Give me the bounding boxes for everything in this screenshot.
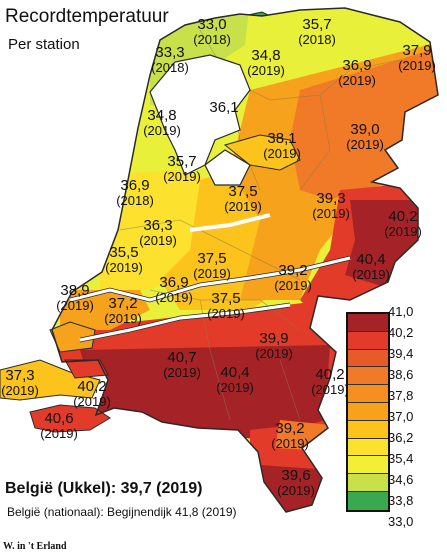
flevoland	[223, 134, 301, 171]
zone-orange-zeeland-north	[60, 290, 150, 330]
station-label: 36,9 (2018)	[116, 177, 154, 208]
legend-swatch	[348, 438, 388, 457]
rivers	[69, 213, 351, 342]
station-label: 37,5 (2019)	[224, 183, 262, 214]
legend-swatch	[348, 385, 388, 403]
zeeland	[0, 321, 111, 433]
station-label: 33,3 (2018)	[151, 44, 189, 75]
legend-label: 35,4	[388, 451, 414, 466]
station-label: 37,3 (2019)	[1, 367, 39, 398]
station-label: 35,7 (2018)	[298, 16, 336, 47]
belgium-ukkel-record: België (Ukkel): 39,7 (2019)	[5, 480, 203, 497]
legend-swatch	[348, 491, 388, 510]
legend-labels: 41,0 40,2 39,4 38,6 37,8 37,0 36,2 35,4 …	[388, 304, 446, 534]
legend-label: 34,6	[388, 472, 414, 487]
legend-label: 36,2	[388, 430, 414, 445]
station-label: 34,8 (2019)	[143, 107, 181, 138]
map-subtitle: Per station	[8, 36, 80, 53]
markermeer	[204, 149, 251, 186]
legend-label: 40,2	[388, 325, 414, 340]
station-label: 35,7 (2019)	[163, 153, 201, 184]
station-label: 33,0 (2018)	[193, 16, 231, 47]
legend-swatch	[348, 331, 388, 350]
station-label: 36,9 (2019)	[155, 274, 193, 305]
color-legend	[346, 312, 390, 512]
station-label: 39,9 (2019)	[255, 330, 293, 361]
legend-label: 37,8	[388, 388, 414, 403]
station-label: 35,5 (2019)	[105, 244, 143, 275]
station-label: 40,2 (2019)	[311, 366, 349, 397]
station-label: 36,1	[209, 99, 239, 116]
legend-swatch	[348, 314, 388, 332]
station-label: 37,2 (2019)	[104, 295, 142, 326]
station-label: 34,8 (2019)	[247, 47, 285, 78]
station-label: 40,2 (2019)	[384, 208, 422, 239]
legend-label: 33,0	[388, 514, 414, 529]
legend-swatch	[348, 402, 388, 421]
station-label: 36,3 (2019)	[139, 217, 177, 248]
author-credit: W. in 't Erland	[3, 541, 67, 552]
river-banks	[69, 255, 351, 343]
station-label: 38,9 (2019)	[56, 282, 94, 313]
legend-label: 38,6	[388, 367, 414, 382]
station-label: 39,2 (2019)	[271, 420, 309, 451]
station-label: 40,6 (2019)	[40, 410, 78, 441]
legend-label: 37,0	[388, 409, 414, 424]
legend-swatch	[348, 349, 388, 368]
station-label: 37,5 (2019)	[207, 290, 245, 321]
zone-orange-limburg-north	[275, 420, 330, 450]
station-label: 36,9 (2019)	[338, 57, 376, 88]
legend-label: 39,4	[388, 346, 414, 361]
station-label: 40,4 (2019)	[352, 251, 390, 282]
belgium-national-record: België (nationaal): Begijnendijk 41,8 (2…	[7, 505, 237, 519]
station-label: 39,6 (2019)	[277, 467, 315, 498]
legend-label: 33,8	[388, 493, 414, 508]
station-label: 37,5 (2019)	[193, 250, 231, 281]
station-label: 40,4 (2019)	[216, 364, 254, 395]
station-label: 39,3 (2019)	[312, 190, 350, 221]
station-label: 40,7 (2019)	[163, 349, 201, 380]
ijsselmeer	[149, 54, 251, 176]
station-label: 37,9 (2019)	[398, 42, 436, 73]
country-outline	[51, 7, 439, 513]
station-label: 39,0 (2019)	[346, 121, 384, 152]
legend-label: 41,0	[388, 304, 414, 319]
station-label: 38,1 (2019)	[263, 130, 301, 161]
station-label: 40,2 (2019)	[73, 378, 111, 409]
legend-swatch	[348, 420, 388, 439]
legend-swatch	[348, 456, 388, 475]
legend-swatch	[348, 474, 388, 492]
legend-swatch	[348, 367, 388, 386]
station-label: 39,2 (2019)	[274, 262, 312, 293]
map-title: Recordtemperatuur	[5, 6, 169, 27]
